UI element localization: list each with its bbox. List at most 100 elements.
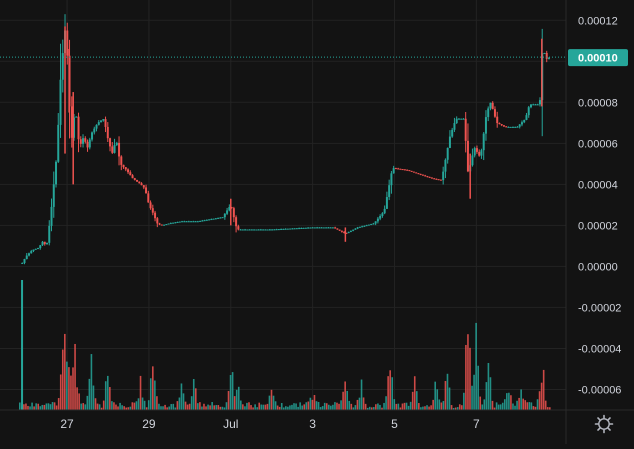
candle-body — [464, 118, 467, 141]
volume-bar — [489, 377, 492, 410]
volume-bar — [415, 391, 418, 410]
candle-body — [223, 213, 226, 218]
candle-body — [406, 169, 409, 171]
volume-bar — [96, 403, 99, 410]
candle-body — [113, 144, 116, 153]
candle-body — [289, 228, 292, 230]
volume-bar — [336, 402, 338, 410]
y-tick-label: 0.00000 — [578, 261, 618, 273]
volume-bar — [327, 404, 330, 410]
candle-body — [381, 213, 384, 216]
candle-body — [352, 229, 355, 231]
candle-body — [214, 218, 217, 220]
candle-body — [106, 126, 109, 139]
candle-body — [82, 138, 85, 144]
candle-body — [73, 117, 76, 138]
volume-bar — [78, 393, 80, 410]
volume-bar — [434, 381, 437, 410]
volume-bar — [454, 407, 457, 410]
volume-bar — [297, 406, 299, 410]
volume-bar — [303, 404, 306, 410]
candle-body — [354, 228, 357, 230]
candle-body — [442, 171, 445, 181]
candle-body — [295, 228, 298, 230]
candle-body — [343, 231, 346, 233]
volume-bar — [180, 383, 183, 410]
volume-bar — [242, 404, 244, 410]
y-tick-label: 0.00004 — [578, 179, 618, 191]
candle-body — [451, 129, 454, 137]
candle-body — [190, 221, 193, 223]
volume-bar — [199, 402, 201, 410]
volume-bar — [123, 406, 125, 410]
candle-body — [109, 138, 112, 147]
volume-bar — [538, 391, 541, 410]
volume-bar — [444, 381, 447, 410]
volume-bar — [135, 401, 138, 410]
candle-body — [203, 220, 206, 222]
volume-bar — [528, 402, 531, 410]
candle-body — [210, 219, 213, 221]
candle-body — [496, 116, 499, 124]
candle-body — [507, 126, 510, 128]
candle-body — [59, 79, 62, 125]
volume-bar — [534, 406, 537, 410]
volume-bar — [383, 402, 385, 410]
candle-body — [142, 185, 145, 188]
volume-bar — [37, 403, 40, 410]
volume-bar — [158, 403, 160, 410]
volume-bar — [197, 403, 199, 410]
volume-bar — [471, 385, 473, 410]
chart-settings-button[interactable] — [592, 412, 616, 436]
candle-body — [284, 228, 287, 230]
candle-body — [176, 221, 179, 223]
volume-bar — [540, 382, 543, 410]
candle-body — [455, 118, 458, 124]
volume-bar — [98, 404, 101, 410]
candle-body — [271, 229, 274, 231]
candle-body — [257, 229, 260, 231]
volume-bar — [364, 403, 367, 410]
candle-body — [473, 148, 476, 156]
volume-bar — [203, 403, 205, 410]
candle-body — [334, 227, 337, 229]
x-tick-label: 7 — [473, 417, 480, 431]
candle-body — [390, 173, 393, 186]
volume-bar — [422, 406, 424, 410]
candle-body — [46, 242, 49, 245]
volume-bar — [221, 406, 224, 410]
candle-body — [129, 172, 132, 176]
candle-body — [502, 125, 505, 127]
volume-bar — [319, 407, 322, 410]
volume-bar — [35, 403, 37, 410]
y-tick-label: 0.00006 — [578, 138, 618, 150]
volume-bar — [88, 378, 91, 410]
candle-body — [532, 104, 535, 106]
volume-bar — [106, 375, 109, 410]
volume-bar — [137, 398, 140, 410]
candle-body — [336, 228, 339, 230]
candle-body — [147, 193, 150, 203]
volume-bar — [483, 399, 486, 410]
volume-bar — [246, 402, 248, 410]
volume-bar — [289, 405, 291, 410]
volume-bar — [94, 398, 97, 410]
volume-bar — [362, 397, 365, 410]
candle-body — [138, 181, 141, 184]
candle-body — [111, 146, 114, 153]
candle-body — [212, 218, 215, 220]
volume-bar — [143, 400, 146, 410]
volume-bar — [463, 392, 465, 410]
candle-body — [199, 220, 202, 222]
volume-bar — [86, 395, 89, 410]
candle-body — [392, 168, 395, 174]
volume-bar — [229, 375, 232, 410]
volume-bar — [174, 407, 177, 410]
volume-bar — [248, 402, 250, 410]
candle-body — [444, 159, 447, 172]
volume-bar — [424, 406, 426, 410]
volume-bar — [522, 398, 524, 410]
volume-bar — [45, 403, 48, 410]
